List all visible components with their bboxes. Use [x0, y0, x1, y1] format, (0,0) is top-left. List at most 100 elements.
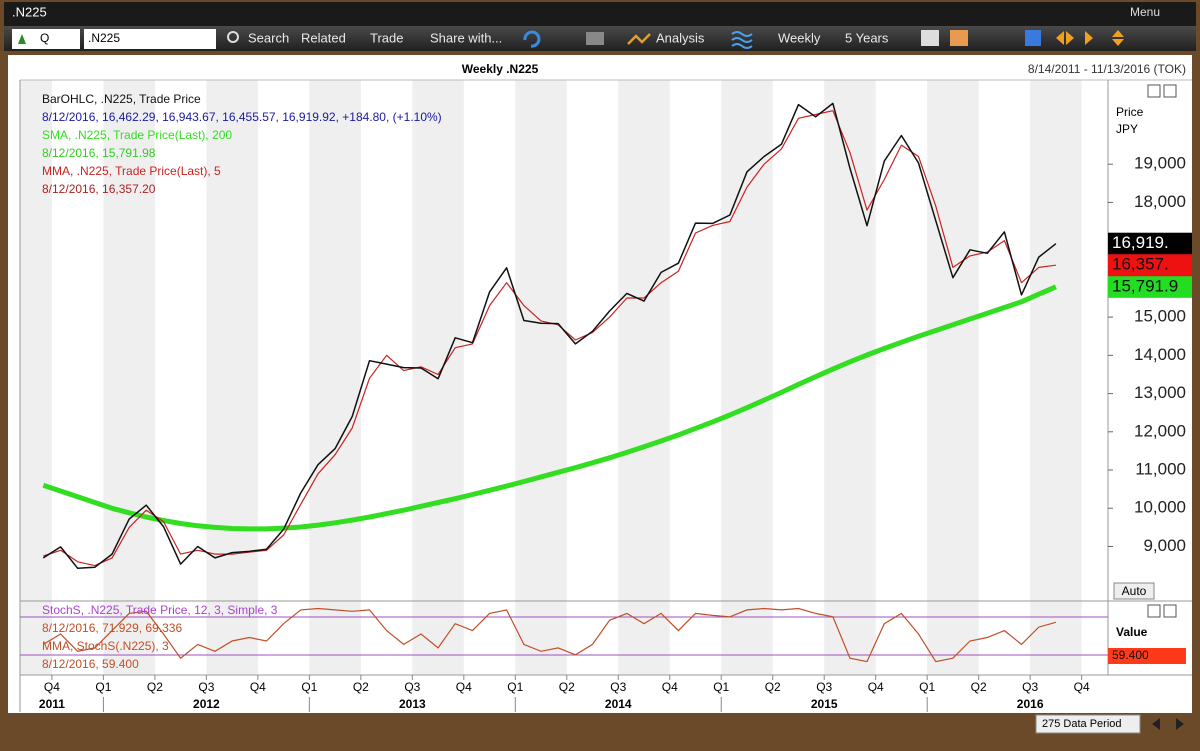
- date-range: 8/14/2011 - 11/13/2016 (TOK): [1028, 62, 1186, 76]
- title-bar: [4, 2, 1196, 26]
- stoch-line: [42, 607, 1057, 663]
- scroll-arrows[interactable]: [1152, 718, 1184, 730]
- x-tick-label: Q1: [507, 680, 523, 694]
- quarter-band: [206, 80, 258, 675]
- quarter-band: [1030, 80, 1082, 675]
- year-label: 2016: [1017, 697, 1044, 711]
- x-tick-label: Q3: [610, 680, 626, 694]
- x-tick-label: Q4: [1074, 680, 1090, 694]
- undo-icon[interactable]: [523, 30, 541, 48]
- y-tick-label: 10,000: [1134, 498, 1186, 517]
- related-button[interactable]: Related: [301, 30, 346, 45]
- x-tick-label: Q1: [95, 680, 111, 694]
- search-icon: [227, 31, 239, 43]
- y-tick-label: 19,000: [1134, 154, 1186, 173]
- y-tick-label: 12,000: [1134, 421, 1186, 440]
- studies-icon[interactable]: [731, 31, 753, 49]
- nav-icons[interactable]: [1056, 30, 1124, 46]
- folder-icon[interactable]: [586, 32, 604, 45]
- price-line: [42, 284, 1057, 532]
- x-tick-label: Q4: [44, 680, 60, 694]
- price-tag-box: [1108, 232, 1192, 255]
- symbol-type-box[interactable]: [12, 29, 80, 49]
- close-panel-button[interactable]: [1163, 604, 1177, 618]
- restore-button[interactable]: [1147, 604, 1161, 618]
- stoch-tag-box: [1108, 648, 1186, 664]
- price-tag: 16,919.: [1112, 233, 1169, 252]
- quarter-band: [721, 80, 773, 675]
- year-label: 2013: [399, 697, 426, 711]
- window-title: .N225: [12, 4, 47, 19]
- legend-detail: 8/12/2016, 16,357.20: [42, 182, 156, 196]
- price-tag-box: [1108, 254, 1192, 277]
- year-label: 2015: [811, 697, 838, 711]
- y-tick-label: 9,000: [1143, 536, 1186, 555]
- x-tick-label: Q2: [147, 680, 163, 694]
- analysis-button[interactable]: Analysis: [656, 30, 705, 45]
- y-axis-label: Price: [1116, 105, 1144, 119]
- x-tick-label: Q4: [456, 680, 472, 694]
- x-tick-label: Q3: [404, 680, 420, 694]
- data-period-box[interactable]: [1035, 714, 1141, 734]
- y-tick-label: 11,000: [1135, 460, 1186, 479]
- analysis-icon: [627, 33, 651, 45]
- symbol-input[interactable]: [84, 29, 216, 49]
- quarter-band: [20, 80, 52, 675]
- symbol-type: Q: [40, 31, 49, 45]
- share-button[interactable]: Share with...: [430, 30, 502, 45]
- x-tick-label: Q2: [971, 680, 987, 694]
- y-tick-label: 14,000: [1134, 345, 1186, 364]
- chart-area: [8, 55, 1192, 713]
- interval-button[interactable]: Weekly: [778, 30, 821, 45]
- year-label: 2012: [193, 697, 220, 711]
- stoch-tag: 59.400: [1112, 648, 1149, 662]
- auto-button[interactable]: [1113, 582, 1155, 600]
- x-tick-label: Q2: [353, 680, 369, 694]
- x-tick-label: Q2: [559, 680, 575, 694]
- price-line: [42, 102, 1057, 570]
- quarter-band: [103, 80, 155, 675]
- y-tick-label: 13,000: [1134, 383, 1186, 402]
- symbol-text: .N225: [88, 31, 120, 45]
- legend-name: SMA, .N225, Trade Price(Last), 200: [42, 128, 232, 142]
- stoch-axis-label: Value: [1116, 625, 1148, 639]
- layout-icon[interactable]: [1025, 30, 1041, 46]
- quarter-band: [515, 80, 567, 675]
- x-tick-label: Q4: [662, 680, 678, 694]
- x-tick-label: Q2: [765, 680, 781, 694]
- up-arrow-icon: [18, 34, 26, 44]
- stoch-mma-name: MMA, StochS(.N225), 3: [42, 639, 169, 653]
- search-button[interactable]: Search: [248, 30, 289, 45]
- menu[interactable]: Menu: [1130, 5, 1160, 19]
- year-label: 2011: [39, 697, 65, 711]
- price-tag: 15,791.9: [1112, 276, 1178, 295]
- data-period: 275 Data Period: [1042, 718, 1122, 730]
- x-tick-label: Q4: [250, 680, 266, 694]
- quarter-band: [927, 80, 979, 675]
- range-button[interactable]: 5 Years: [845, 30, 889, 45]
- price-tag-box: [1108, 275, 1192, 298]
- y-tick-label: 18,000: [1134, 192, 1186, 211]
- quarter-band: [618, 80, 670, 675]
- draw-icon[interactable]: [950, 30, 968, 46]
- y-tick-label: 15,000: [1134, 307, 1186, 326]
- x-tick-label: Q4: [868, 680, 884, 694]
- close-panel-button[interactable]: [1163, 84, 1177, 98]
- year-label: 2014: [605, 697, 632, 711]
- auto-label: Auto: [1122, 584, 1147, 598]
- trade-button[interactable]: Trade: [370, 30, 403, 45]
- chart-icon[interactable]: [921, 30, 939, 46]
- quarter-band: [824, 80, 876, 675]
- stoch-legend-detail: 8/12/2016, 71.929, 69.336: [42, 621, 182, 635]
- chart-title: Weekly .N225: [462, 62, 539, 76]
- x-tick-label: Q1: [301, 680, 317, 694]
- restore-button[interactable]: [1147, 84, 1161, 98]
- x-tick-label: Q1: [713, 680, 729, 694]
- stoch-mma-detail: 8/12/2016, 59.400: [42, 657, 139, 671]
- legend-name: BarOHLC, .N225, Trade Price: [42, 92, 201, 106]
- x-tick-label: Q1: [919, 680, 935, 694]
- legend-name: MMA, .N225, Trade Price(Last), 5: [42, 164, 221, 178]
- stoch-legend-name: StochS, .N225, Trade Price, 12, 3, Simpl…: [42, 603, 278, 617]
